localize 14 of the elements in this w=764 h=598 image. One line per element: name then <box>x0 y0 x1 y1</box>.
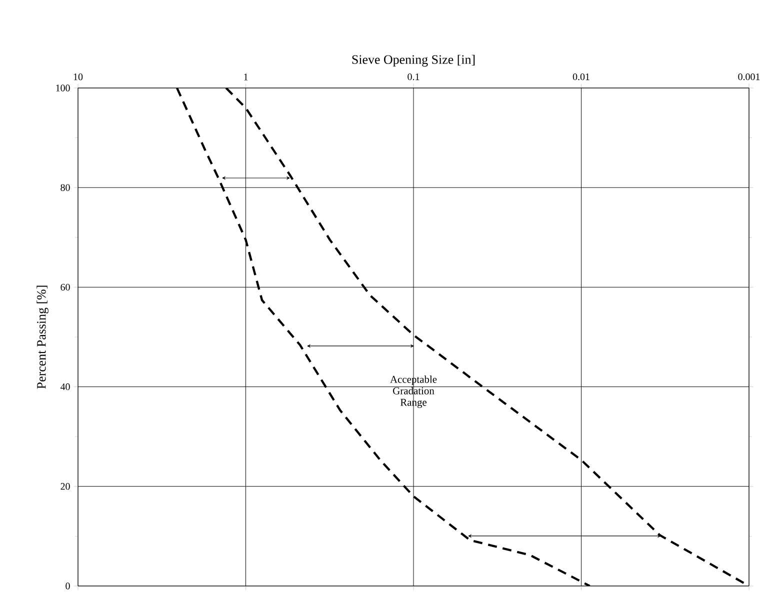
y-tick-label: 100 <box>56 84 70 92</box>
y-tick-label: 80 <box>60 184 70 191</box>
x-tick-label: 0.001 <box>738 73 760 80</box>
x-tick-label: 1 <box>244 74 248 80</box>
y-tick-label: 0 <box>66 582 70 590</box>
x-tick-label: 10 <box>74 73 83 80</box>
x-tick-label: 0.1 <box>408 73 420 80</box>
y-axis-title: Percent Passing [%] <box>36 286 48 389</box>
y-tick-label: 20 <box>60 483 70 490</box>
y-tick-label: 40 <box>60 383 70 390</box>
x-tick-label: 0.01 <box>572 73 590 80</box>
x-axis-title: Sieve Opening Size [in] <box>352 54 475 67</box>
y-tick-label: 60 <box>60 284 70 291</box>
annotation: Acceptable Gradation Range <box>390 376 437 408</box>
